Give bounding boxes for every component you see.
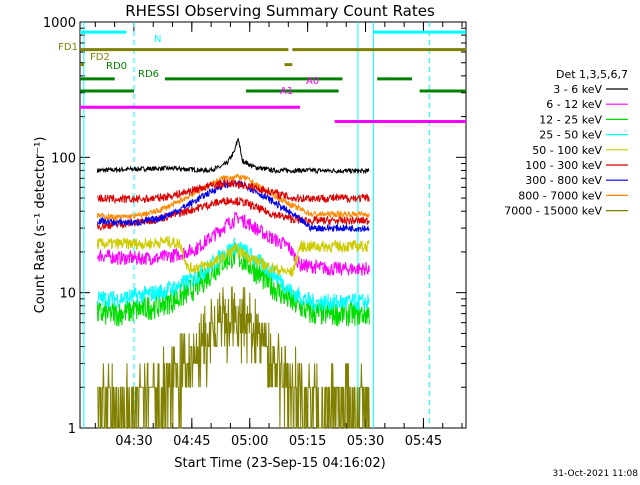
- legend-entry-label: 50 - 100 keV: [532, 144, 602, 157]
- series-line: [97, 178, 370, 205]
- x-tick-label: 05:00: [231, 434, 268, 449]
- x-tick-label: 04:45: [173, 434, 210, 449]
- series-line: [97, 286, 370, 429]
- legend-entry-label: 300 - 800 keV: [525, 174, 602, 187]
- y-axis-label: Count Rate (s⁻¹ detector⁻¹): [33, 137, 48, 314]
- legend-entry-label: 7000 - 15000 keV: [504, 205, 602, 218]
- legend-title: Det 1,3,5,6,7: [556, 68, 628, 81]
- status-bar-label: FD2: [90, 52, 110, 63]
- legend-entry-label: 100 - 300 keV: [525, 159, 602, 172]
- status-bar-label: N: [154, 34, 161, 45]
- status-bar-label: A1: [280, 86, 293, 97]
- legend-entry-label: 25 - 50 keV: [539, 129, 602, 142]
- plot-area: [83, 22, 430, 429]
- y-tick-label: 10: [59, 287, 76, 302]
- series-line: [96, 173, 370, 222]
- x-tick-label: 05:15: [289, 434, 326, 449]
- x-tick-label: 04:30: [115, 434, 152, 449]
- legend: Det 1,3,5,6,7 3 - 6 keV 6 - 12 keV 12 - 25 …: [504, 68, 628, 218]
- legend-entry-label: 800 - 7000 keV: [518, 189, 602, 202]
- status-bar-label: RD0: [106, 61, 127, 72]
- legend-entry-label: 12 - 25 keV: [539, 113, 602, 126]
- chart-title: RHESSI Observing Summary Count Rates: [125, 2, 435, 20]
- plot-frame: [79, 21, 467, 429]
- footer-timestamp: 31-Oct-2021 11:08: [553, 469, 639, 479]
- x-tick-label: 05:45: [405, 434, 442, 449]
- legend-entry-label: 6 - 12 keV: [546, 98, 602, 111]
- series-line: [96, 138, 370, 175]
- status-bar-label: A0: [306, 76, 319, 87]
- series-line: [97, 211, 370, 277]
- legend-entry-label: 3 - 6 keV: [553, 83, 602, 96]
- x-axis-label: Start Time (23-Sep-15 04:16:02): [174, 456, 385, 471]
- status-bar-label: FD1: [58, 42, 78, 53]
- y-tick-label: 1000: [43, 16, 76, 31]
- y-tick-label: 100: [51, 151, 76, 166]
- y-tick-label: 1: [68, 422, 76, 437]
- status-bar-label: RD6: [138, 69, 159, 80]
- x-tick-label: 05:30: [347, 434, 384, 449]
- axes: 1 10 100 1000 04:30 04:45 05:00 05:15 05:30 05:45: [43, 16, 467, 449]
- series-line: [96, 196, 370, 231]
- series-line: [96, 236, 370, 277]
